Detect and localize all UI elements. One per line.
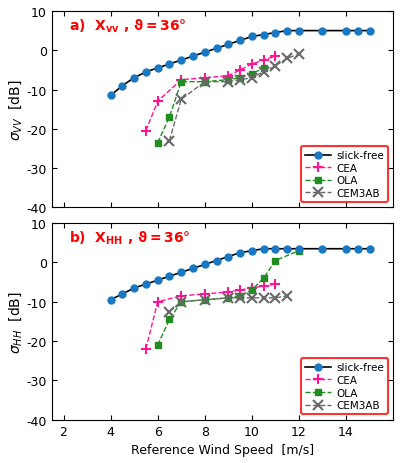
Text: b)  $\mathbf{X_{HH}}$ , $\mathbf{\vartheta = 36°}$: b) $\mathbf{X_{HH}}$ , $\mathbf{\varthet… <box>69 230 190 247</box>
Text: a)  $\mathbf{X_{vv}}$ , $\mathbf{\vartheta = 36°}$: a) $\mathbf{X_{vv}}$ , $\mathbf{\varthet… <box>69 18 186 35</box>
X-axis label: Reference Wind Speed  [m/s]: Reference Wind Speed [m/s] <box>131 443 314 456</box>
Y-axis label: $\sigma_{VV}$  [dB]: $\sigma_{VV}$ [dB] <box>7 79 24 141</box>
Y-axis label: $\sigma_{HH}$  [dB]: $\sigma_{HH}$ [dB] <box>7 290 24 353</box>
Legend: slick-free, CEA, OLA, CEM3AB: slick-free, CEA, OLA, CEM3AB <box>300 147 388 203</box>
Legend: slick-free, CEA, OLA, CEM3AB: slick-free, CEA, OLA, CEM3AB <box>300 358 388 414</box>
